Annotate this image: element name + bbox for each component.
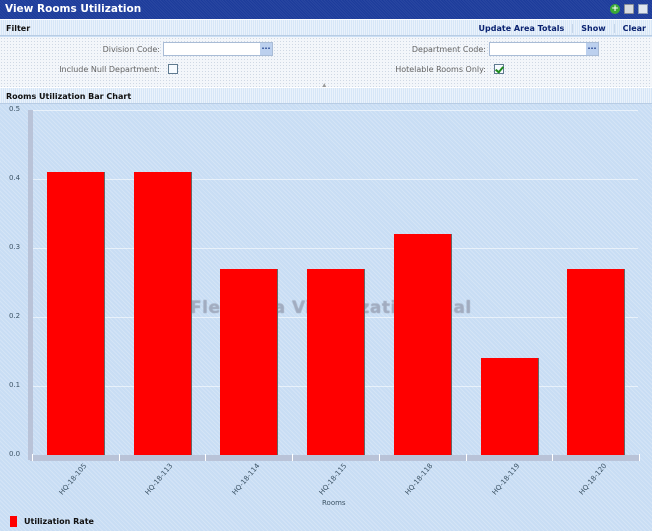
y-axis <box>28 110 33 460</box>
x-axis <box>30 455 640 461</box>
department-code-input[interactable]: ... <box>489 42 599 56</box>
x-tick <box>292 454 294 461</box>
email-icon[interactable] <box>638 4 648 14</box>
bar-hq-18-118[interactable] <box>393 234 451 455</box>
x-tick <box>118 454 120 461</box>
add-icon[interactable]: + <box>610 4 620 14</box>
department-code-label: Department Code: <box>411 44 486 54</box>
gridline <box>33 248 638 249</box>
x-category-label: HQ-18-105 <box>57 462 88 497</box>
print-icon[interactable] <box>624 4 634 14</box>
x-category-label: HQ-18-115 <box>317 462 349 497</box>
gridline <box>33 110 638 111</box>
title-icons: + <box>610 4 648 14</box>
x-category-label: HQ-18-119 <box>490 462 522 497</box>
include-null-department-checkbox[interactable] <box>168 64 178 74</box>
y-tick-label: 0.2 <box>9 312 21 320</box>
x-tick <box>32 454 33 461</box>
x-category-label: HQ-18-113 <box>143 462 175 497</box>
bar-chart: Flex Data Visualization Trial Rooms Util… <box>0 104 652 531</box>
y-tick-label: 0.4 <box>9 174 21 182</box>
division-code-input[interactable]: ... <box>163 42 273 56</box>
show-button[interactable]: Show <box>572 24 613 33</box>
y-tick-label: 0.1 <box>9 381 21 389</box>
clear-button[interactable]: Clear <box>613 24 646 33</box>
chart-legend: Utilization Rate <box>10 516 94 527</box>
x-tick <box>205 454 207 461</box>
x-category-label: HQ-18-114 <box>230 462 262 497</box>
bar-hq-18-119[interactable] <box>480 358 538 455</box>
hotelable-rooms-only-label: Hotelable Rooms Only: <box>395 64 486 74</box>
x-category-label: HQ-18-118 <box>403 462 435 497</box>
x-tick <box>465 454 467 461</box>
y-tick-label: 0.3 <box>9 243 21 251</box>
chart-header: Rooms Utilization Bar Chart <box>0 87 652 104</box>
bar-hq-18-113[interactable] <box>133 172 191 455</box>
x-tick <box>638 454 640 461</box>
legend-label: Utilization Rate <box>24 517 94 526</box>
department-code-lookup-button[interactable]: ... <box>586 43 598 55</box>
division-code-label: Division Code: <box>102 44 160 54</box>
include-null-department-row: Include Null Department: <box>3 61 178 77</box>
y-tick-label: 0.5 <box>9 105 21 113</box>
filter-panel: Division Code: ... Include Null Departme… <box>0 37 652 89</box>
panel-resize-grip[interactable]: ▲ <box>322 82 327 89</box>
filter-title: Filter <box>6 24 31 33</box>
x-tick <box>552 454 554 461</box>
x-category-label: HQ-18-120 <box>577 462 609 497</box>
gridline <box>33 179 638 180</box>
division-code-lookup-button[interactable]: ... <box>260 43 272 55</box>
include-null-department-label: Include Null Department: <box>59 64 160 74</box>
department-code-row: Department Code: ... <box>329 41 599 57</box>
x-axis-title: Rooms <box>322 499 346 507</box>
bar-hq-18-120[interactable] <box>567 268 625 455</box>
bar-hq-18-115[interactable] <box>307 268 365 455</box>
bar-hq-18-105[interactable] <box>47 172 104 455</box>
filter-actions: Update Area Totals Show Clear <box>471 24 646 33</box>
update-area-totals-button[interactable]: Update Area Totals <box>478 24 565 33</box>
window-title: View Rooms Utilization <box>5 3 142 15</box>
filter-header: Filter Update Area Totals Show Clear <box>0 19 652 36</box>
x-tick <box>378 454 380 461</box>
window-titlebar: View Rooms Utilization + <box>0 0 652 19</box>
hotelable-rooms-only-checkbox[interactable] <box>494 64 504 74</box>
chart-title: Rooms Utilization Bar Chart <box>6 92 132 101</box>
y-tick-label: 0.0 <box>9 450 21 458</box>
legend-swatch <box>10 516 17 527</box>
bar-hq-18-114[interactable] <box>220 268 278 455</box>
hotelable-rooms-only-row: Hotelable Rooms Only: <box>329 61 504 77</box>
division-code-row: Division Code: ... <box>3 41 273 57</box>
